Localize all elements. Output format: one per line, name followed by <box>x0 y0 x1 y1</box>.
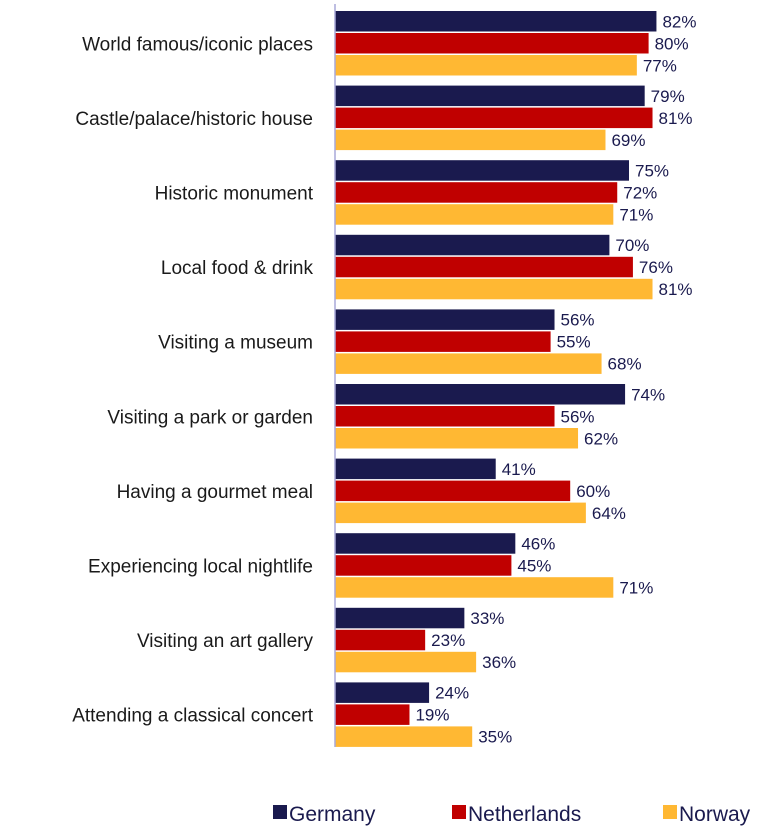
bar-germany-8 <box>335 607 465 629</box>
bar-germany-1 <box>335 85 645 107</box>
category-label: Historic monument <box>155 183 314 204</box>
bar-norway-4 <box>335 353 602 374</box>
data-label: 71% <box>619 205 653 224</box>
data-label: 74% <box>631 385 665 404</box>
legend-label-norway: Norway <box>679 803 751 826</box>
bar-germany-3 <box>335 234 610 256</box>
category-label: Visiting a museum <box>158 333 313 354</box>
data-label: 69% <box>611 131 645 150</box>
legend-swatch-netherlands <box>452 805 466 819</box>
bars-layer <box>335 11 657 747</box>
category-label: Local food & drink <box>161 258 314 279</box>
category-label: Experiencing local nightlife <box>88 556 313 577</box>
bar-norway-7 <box>335 577 614 598</box>
data-label: 24% <box>435 684 469 703</box>
legend-label-germany: Germany <box>289 803 376 826</box>
data-label: 82% <box>662 12 696 31</box>
data-label: 55% <box>557 333 591 352</box>
data-label: 80% <box>655 34 689 53</box>
data-label: 71% <box>619 578 653 597</box>
category-label: Having a gourmet meal <box>117 482 313 503</box>
bar-norway-1 <box>335 129 606 151</box>
bar-norway-5 <box>335 428 579 449</box>
data-label: 75% <box>635 161 669 180</box>
bar-norway-2 <box>335 204 614 225</box>
data-label: 81% <box>659 280 693 299</box>
bar-germany-2 <box>335 160 629 181</box>
bar-netherlands-4 <box>335 331 551 352</box>
bar-norway-9 <box>335 726 473 747</box>
data-label: 64% <box>592 504 626 523</box>
bar-norway-0 <box>335 55 637 76</box>
bar-germany-9 <box>335 682 430 703</box>
bar-netherlands-5 <box>335 406 555 427</box>
data-label: 19% <box>415 706 449 725</box>
bar-netherlands-8 <box>335 629 426 651</box>
data-label: 46% <box>521 534 555 553</box>
category-label: World famous/iconic places <box>82 34 313 55</box>
data-label: 35% <box>478 728 512 747</box>
data-label: 60% <box>576 482 610 501</box>
legend-swatch-norway <box>663 805 677 819</box>
legend-label-netherlands: Netherlands <box>468 803 581 826</box>
bar-germany-5 <box>335 384 626 405</box>
data-label: 72% <box>623 183 657 202</box>
data-label: 36% <box>482 653 516 672</box>
bar-norway-3 <box>335 278 653 300</box>
data-label: 79% <box>651 87 685 106</box>
bar-netherlands-3 <box>335 256 633 278</box>
category-label: Visiting a park or garden <box>107 407 313 428</box>
bar-norway-8 <box>335 651 477 673</box>
legend: Germany Netherlands Norway <box>273 803 751 826</box>
category-label: Attending a classical concert <box>72 706 314 727</box>
bar-germany-4 <box>335 309 555 330</box>
data-label: 56% <box>561 311 595 330</box>
category-label: Visiting an art gallery <box>137 631 314 652</box>
bar-netherlands-9 <box>335 704 410 725</box>
bar-germany-6 <box>335 458 496 480</box>
data-label: 77% <box>643 56 677 75</box>
data-label: 33% <box>470 609 504 628</box>
bar-netherlands-7 <box>335 555 512 576</box>
bar-netherlands-6 <box>335 480 571 502</box>
legend-swatch-germany <box>273 805 287 819</box>
data-label: 81% <box>659 109 693 128</box>
data-label: 68% <box>608 355 642 374</box>
category-labels: World famous/iconic places Castle/palace/… <box>72 34 314 726</box>
data-label: 41% <box>502 460 536 479</box>
data-label: 70% <box>615 236 649 255</box>
value-labels: 82% 80% 77% 79% 81% 69% 75% 72% 71% 70% 76% 81% 56% 5… <box>415 12 696 746</box>
bar-netherlands-2 <box>335 182 618 203</box>
data-label: 45% <box>517 556 551 575</box>
bar-netherlands-0 <box>335 33 649 54</box>
bar-germany-0 <box>335 11 657 32</box>
data-label: 62% <box>584 429 618 448</box>
bar-netherlands-1 <box>335 107 653 129</box>
data-label: 76% <box>639 258 673 277</box>
category-label: Castle/palace/historic house <box>75 109 313 130</box>
bar-germany-7 <box>335 533 516 554</box>
data-label: 56% <box>561 407 595 426</box>
data-label: 23% <box>431 631 465 650</box>
bar-norway-6 <box>335 502 586 524</box>
